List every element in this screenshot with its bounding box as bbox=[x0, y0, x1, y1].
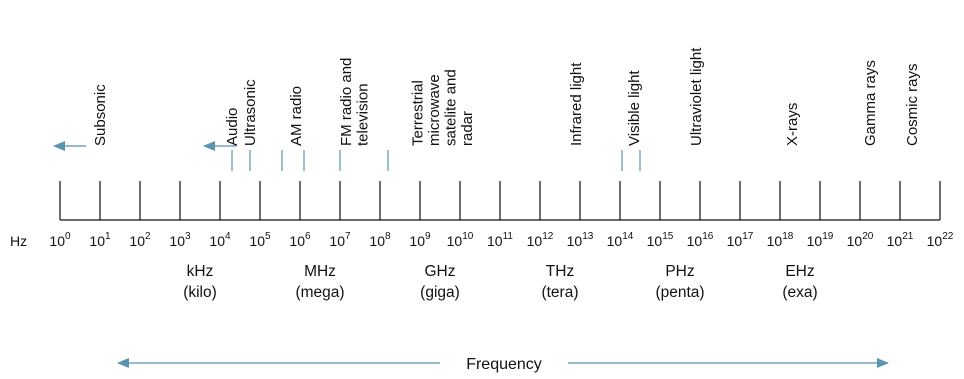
band-label: FM radio andtelevision bbox=[338, 58, 372, 146]
tick-label: 1020 bbox=[847, 231, 874, 249]
band-label: Terrestrialmicrowavesatelite andradar bbox=[409, 69, 476, 146]
band-boundary-markers bbox=[231, 150, 641, 171]
band-labels: Subsonic Audio Ultrasonic AM radio FM radio … bbox=[53, 47, 921, 151]
frequency-axis bbox=[59, 181, 941, 221]
prefix-unit: THz bbox=[546, 263, 574, 280]
tick-label: 1013 bbox=[567, 231, 594, 249]
band-label: AM radio bbox=[288, 86, 305, 146]
tick-label: 1014 bbox=[607, 231, 634, 249]
band-label: Infrared light bbox=[568, 62, 585, 146]
prefix-name: (mega) bbox=[295, 284, 344, 301]
unit-label: Hz bbox=[10, 233, 27, 249]
band-label: X-rays bbox=[784, 103, 801, 146]
prefix-name: (giga) bbox=[420, 284, 460, 301]
frequency-title: Frequency bbox=[466, 356, 542, 373]
prefix-name: (kilo) bbox=[183, 284, 217, 301]
band-label: Visible light bbox=[626, 70, 643, 146]
tick-label: 1017 bbox=[727, 231, 754, 249]
tick-label: 103 bbox=[169, 231, 191, 249]
prefix-name: (penta) bbox=[655, 284, 704, 301]
tick-label: 100 bbox=[49, 231, 71, 249]
prefix-unit: kHz bbox=[187, 263, 214, 280]
tick-labels: 100 101 102 103 104 105 106 107 108 109 1010 1011 10… bbox=[49, 231, 953, 249]
tick-label: 106 bbox=[289, 231, 311, 249]
tick-label: 102 bbox=[129, 231, 151, 249]
tick-label: 108 bbox=[369, 231, 391, 249]
tick-label: 109 bbox=[409, 231, 431, 249]
band-label: Ultraviolet light bbox=[688, 47, 705, 146]
band-label: Cosmic rays bbox=[904, 63, 921, 146]
prefix-unit: GHz bbox=[425, 263, 456, 280]
tick-label: 1022 bbox=[927, 231, 954, 249]
band-label: Ultrasonic bbox=[242, 79, 259, 146]
tick-label: 1012 bbox=[527, 231, 554, 249]
tick-label: 1018 bbox=[767, 231, 794, 249]
tick-label: 1015 bbox=[647, 231, 674, 249]
tick-label: 101 bbox=[89, 231, 111, 249]
band-label: Audio bbox=[224, 108, 241, 146]
tick-label: 1021 bbox=[887, 231, 914, 249]
tick-label: 1016 bbox=[687, 231, 714, 249]
tick-label: 104 bbox=[209, 231, 231, 249]
prefix-unit: PHz bbox=[665, 263, 694, 280]
prefix-unit: MHz bbox=[304, 263, 336, 280]
prefix-name: (exa) bbox=[782, 284, 817, 301]
prefix-name: (tera) bbox=[541, 284, 578, 301]
tick-label: 1011 bbox=[487, 231, 513, 249]
tick-label: 1010 bbox=[447, 231, 474, 249]
si-prefix-labels: kHz (kilo) MHz (mega) GHz (giga) THz (tera) PHz (… bbox=[183, 263, 817, 301]
band-label: Subsonic bbox=[92, 84, 109, 146]
tick-label: 107 bbox=[329, 231, 351, 249]
tick-label: 105 bbox=[249, 231, 271, 249]
frequency-axis-title: Frequency bbox=[117, 356, 889, 373]
band-label: Gamma rays bbox=[862, 60, 879, 146]
prefix-unit: EHz bbox=[785, 263, 814, 280]
tick-label: 1019 bbox=[807, 231, 834, 249]
